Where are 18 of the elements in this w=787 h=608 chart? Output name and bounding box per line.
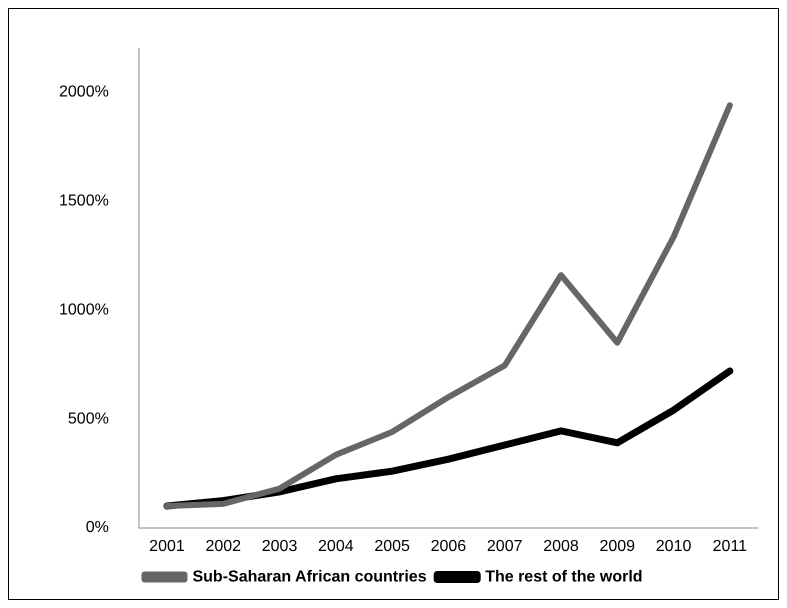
x-tick-label: 2003 xyxy=(262,538,298,555)
y-tick-label: 0% xyxy=(86,519,109,536)
x-tick-label: 2001 xyxy=(149,538,185,555)
x-tick-label: 2006 xyxy=(430,538,466,555)
x-tick-label: 2008 xyxy=(543,538,579,555)
y-tick-label: 1500% xyxy=(58,192,109,210)
x-tick-label: 2007 xyxy=(486,538,523,555)
legend-label: The rest of the world xyxy=(485,568,643,586)
x-tick-label: 2009 xyxy=(599,538,636,555)
legend-label: Sub-Saharan African countries xyxy=(192,568,427,586)
y-tick-label: 2000% xyxy=(58,84,109,101)
y-tick-label: 500% xyxy=(68,410,109,428)
x-tick-label: 2004 xyxy=(318,538,354,555)
x-tick-label: 2011 xyxy=(712,538,748,555)
x-tick-label: 2002 xyxy=(205,538,242,555)
x-tick-label: 2010 xyxy=(656,538,692,555)
y-tick-label: 1000% xyxy=(58,301,109,318)
x-tick-label: 2005 xyxy=(374,538,410,555)
